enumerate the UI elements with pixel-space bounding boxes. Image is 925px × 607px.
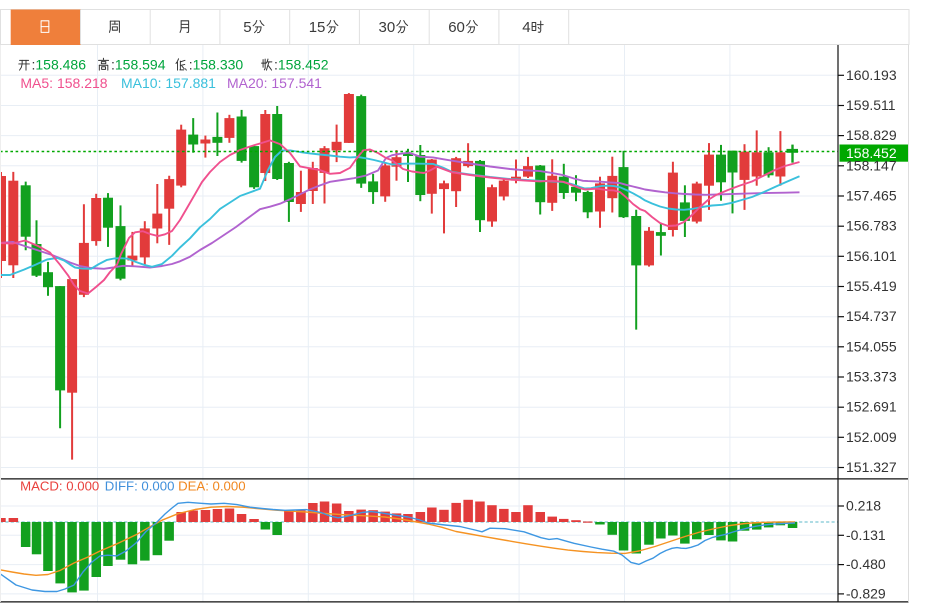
svg-text:MA20: 157.541: MA20: 157.541 [227,75,322,91]
svg-text:DIFF: 0.000: DIFF: 0.000 [105,479,175,494]
svg-text:158.330: 158.330 [193,57,244,73]
svg-text:158.486: 158.486 [35,57,86,73]
svg-text:159.511: 159.511 [846,97,896,113]
svg-text:-0.131: -0.131 [846,527,886,543]
svg-text:154.737: 154.737 [846,308,897,324]
svg-text:158.829: 158.829 [846,127,897,143]
svg-text::: : [32,57,36,73]
svg-text:155.419: 155.419 [846,278,897,294]
svg-text:158.452: 158.452 [278,57,329,73]
svg-text:153.373: 153.373 [846,369,897,385]
svg-text:152.009: 152.009 [846,429,897,445]
svg-text:15: 15 [309,19,326,36]
svg-text::: : [111,57,115,73]
svg-text:152.691: 152.691 [846,399,897,415]
svg-text:30: 30 [379,19,396,36]
svg-text:MA5: 158.218: MA5: 158.218 [20,75,107,91]
svg-text:158.594: 158.594 [115,57,166,73]
svg-text:4: 4 [522,19,530,36]
svg-text:156.101: 156.101 [846,248,897,264]
svg-text:-0.829: -0.829 [846,585,886,601]
svg-text:154.055: 154.055 [846,338,897,354]
svg-text:160.193: 160.193 [846,67,897,83]
svg-text:DEA: 0.000: DEA: 0.000 [178,479,245,494]
svg-text:156.783: 156.783 [846,218,897,234]
svg-text:60: 60 [448,19,465,36]
svg-text:151.327: 151.327 [846,459,897,475]
svg-text:158.147: 158.147 [846,157,897,173]
svg-text:-0.480: -0.480 [846,556,886,572]
svg-text:MA10: 157.881: MA10: 157.881 [121,75,216,91]
svg-text::: : [189,57,193,73]
svg-text::: : [274,57,278,73]
svg-text:157.465: 157.465 [846,188,897,204]
svg-text:MACD: 0.000: MACD: 0.000 [20,479,99,494]
svg-text:0.218: 0.218 [846,498,881,514]
svg-text:158.452: 158.452 [846,145,897,161]
svg-text:5: 5 [243,19,251,36]
